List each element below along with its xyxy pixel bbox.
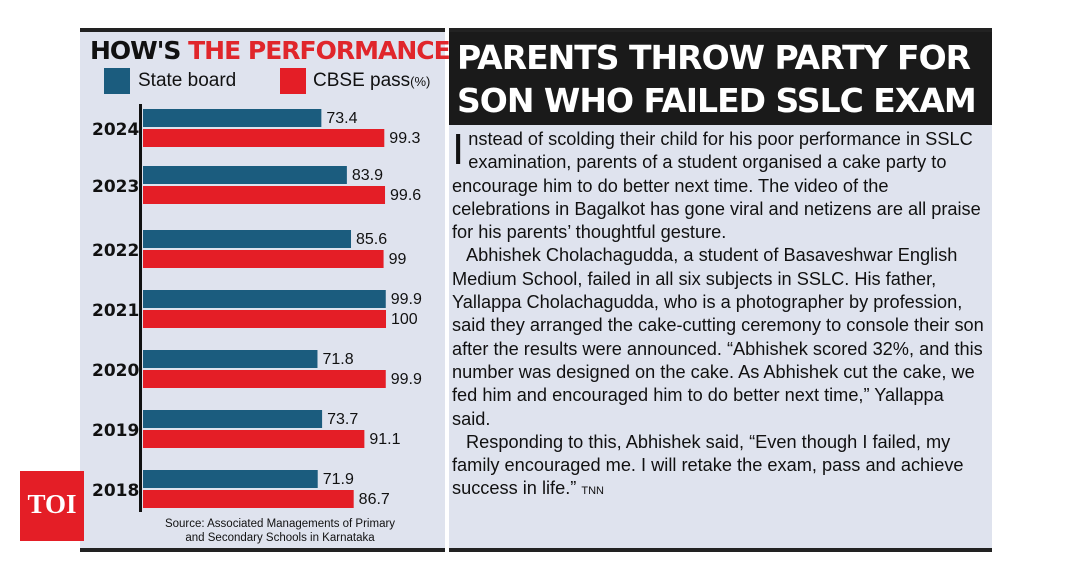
paragraph-1-text: nstead of scolding their child for his p… — [452, 129, 981, 243]
chart-source: Source: Associated Managements of Primar… — [130, 517, 430, 545]
legend-cbse-unit: (%) — [410, 74, 431, 89]
year-label-2023: 2023 — [92, 177, 139, 197]
toi-logo-text: TOI — [27, 489, 77, 519]
cbse-value-2018: 86.7 — [359, 491, 390, 508]
top-rule — [80, 28, 992, 32]
year-label-2021: 2021 — [92, 301, 139, 321]
year-label-2019: 2019 — [92, 421, 139, 441]
cbse-bar-2023 — [143, 186, 386, 204]
year-label-2022: 2022 — [92, 241, 139, 261]
chart-title-part2: THE PERFORMANCE — [188, 36, 451, 65]
state-board-bar-2024 — [143, 109, 322, 127]
article-paragraph-3: Responding to this, Abhishek said, “Even… — [452, 431, 984, 504]
cbse-value-2020: 99.9 — [391, 371, 422, 388]
cbse-value-2021: 100 — [391, 311, 418, 328]
year-label-2020: 2020 — [92, 361, 139, 381]
legend-label-cbse: CBSE pass(%) — [313, 70, 430, 92]
chart-title: HOW'S THE PERFORMANCE — [90, 36, 451, 65]
source-line-2: and Secondary Schools in Karnataka — [185, 532, 375, 544]
cbse-value-2023: 99.6 — [390, 187, 421, 204]
headline-line-1: PARENTS THROW PARTY FOR — [457, 38, 971, 77]
headline-banner: PARENTS THROW PARTY FOR SON WHO FAILED S… — [449, 32, 992, 125]
article-paragraph-2: Abhishek Cholachagudda, a student of Bas… — [452, 245, 984, 429]
year-label-2018: 2018 — [92, 481, 139, 501]
state-board-bar-2019 — [143, 410, 323, 428]
state-board-bar-2023 — [143, 166, 347, 184]
byline-credit: TNN — [581, 485, 604, 498]
legend-label-state: State board — [138, 70, 237, 91]
state-board-value-2022: 85.6 — [356, 231, 387, 248]
state-board-value-2019: 73.7 — [327, 411, 358, 428]
cbse-value-2019: 91.1 — [369, 431, 400, 448]
state-board-value-2020: 71.8 — [322, 351, 353, 368]
cbse-value-2024: 99.3 — [389, 130, 420, 147]
state-board-bar-2020 — [143, 350, 318, 368]
legend-cbse-text: CBSE pass — [313, 70, 411, 91]
state-board-value-2024: 73.4 — [326, 110, 357, 127]
state-board-bar-2022 — [143, 230, 352, 248]
column-divider — [445, 28, 449, 552]
source-line-1: Source: Associated Managements of Primar… — [164, 518, 396, 530]
legend-swatch-cbse — [280, 68, 306, 94]
state-board-value-2023: 83.9 — [352, 167, 383, 184]
toi-logo: TOI — [20, 471, 84, 541]
cbse-bar-2019 — [143, 430, 365, 448]
state-board-bar-2021 — [143, 290, 386, 308]
cbse-bar-2024 — [143, 129, 385, 147]
cbse-bar-2020 — [143, 370, 386, 388]
chart-title-part1: HOW'S — [90, 36, 189, 65]
state-board-bar-2018 — [143, 470, 318, 488]
state-board-value-2021: 99.9 — [391, 291, 422, 308]
cbse-bar-2022 — [143, 250, 384, 268]
legend-swatch-state — [104, 68, 130, 94]
state-board-value-2018: 71.9 — [323, 471, 354, 488]
headline: PARENTS THROW PARTY FOR SON WHO FAILED S… — [457, 36, 987, 122]
cbse-bar-2021 — [143, 310, 386, 328]
bottom-rule — [80, 548, 992, 552]
y-axis-line — [139, 104, 142, 512]
paragraph-3-text: Responding to this, Abhishek said, “Even… — [452, 431, 964, 499]
cbse-bar-2018 — [143, 490, 354, 508]
cbse-value-2022: 99 — [389, 251, 407, 268]
headline-line-2: SON WHO FAILED SSLC EXAM — [457, 81, 977, 120]
drop-cap: I — [452, 125, 465, 174]
year-label-2024: 2024 — [92, 120, 139, 140]
